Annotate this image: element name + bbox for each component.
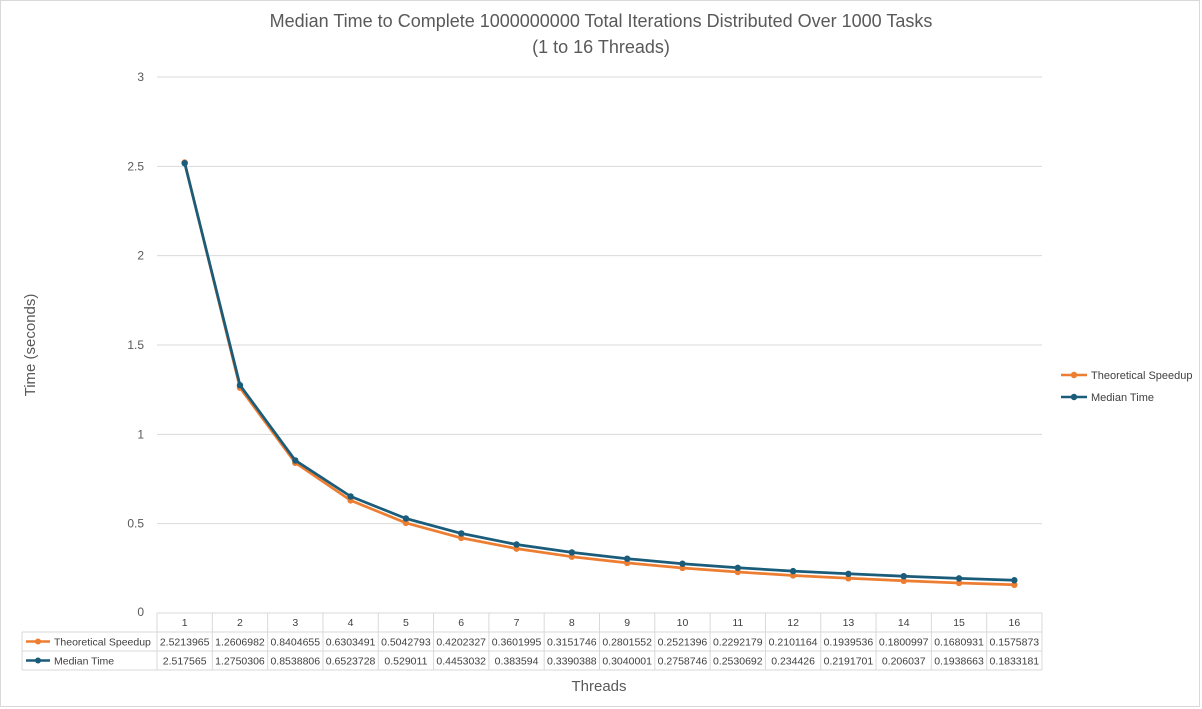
table-value: 0.234426 <box>771 656 815 668</box>
data-point <box>402 515 410 522</box>
series-lines <box>181 159 1018 589</box>
gridlines <box>157 76 1042 525</box>
table-value: 2.517565 <box>163 656 207 668</box>
data-point <box>513 541 520 548</box>
y-tick-label: 0.5 <box>127 517 144 531</box>
y-tick-label: 2 <box>137 249 144 263</box>
table-value: 1.2606982 <box>215 637 265 649</box>
legend-marker <box>1070 393 1078 401</box>
x-tick-label: 12 <box>787 617 799 629</box>
table-value: 0.3151746 <box>547 637 597 649</box>
table-value: 0.4453032 <box>436 656 486 668</box>
data-point <box>568 549 576 556</box>
table-value: 0.2101164 <box>769 637 818 649</box>
x-tick-label: 10 <box>677 617 689 629</box>
table-value: 0.8538806 <box>270 656 320 668</box>
data-point <box>623 555 631 562</box>
table-value: 0.2292179 <box>713 637 763 649</box>
x-tick-label: 11 <box>732 617 743 629</box>
x-tick-label: 4 <box>348 617 354 629</box>
table-legend-marker <box>35 638 41 645</box>
table-value: 0.2191701 <box>824 656 874 668</box>
y-axis-title: Time (seconds) <box>22 294 39 397</box>
table-value: 0.6523728 <box>326 656 376 668</box>
y-tick-label: 1.5 <box>127 338 144 352</box>
chart-title: Median Time to Complete 1000000000 Total… <box>270 11 933 31</box>
table-value: 0.5042793 <box>381 637 431 649</box>
series-line <box>183 162 1015 582</box>
data-point <box>789 567 797 575</box>
y-tick-labels: 0 0.5 1 1.5 2 2.5 3 <box>127 70 144 619</box>
data-point <box>845 570 852 578</box>
x-tick-label: 1 <box>182 617 188 629</box>
table-value: 0.1680931 <box>934 637 984 649</box>
data-point <box>734 564 741 571</box>
x-tick-label: 15 <box>953 617 965 629</box>
table-value: 0.529011 <box>384 656 427 668</box>
legend-label: Median Time <box>1091 392 1154 404</box>
table-value: 0.4202327 <box>436 637 486 649</box>
x-tick-label: 6 <box>458 617 464 629</box>
x-tick-label: 8 <box>569 617 575 629</box>
table-series-name: Theoretical Speedup <box>54 637 151 649</box>
table-value: 0.3040001 <box>602 656 652 668</box>
table-value: 0.6303491 <box>326 637 376 649</box>
y-tick-label: 1 <box>137 427 144 441</box>
data-point <box>347 493 354 500</box>
legend-marker <box>1070 371 1078 379</box>
x-tick-label: 14 <box>898 617 910 629</box>
data-point <box>900 572 907 580</box>
data-point <box>402 519 410 527</box>
table-value: 0.2521396 <box>658 637 708 649</box>
data-point <box>679 560 686 567</box>
table-value: 0.1833181 <box>990 656 1040 668</box>
table-value: 0.2801552 <box>602 637 652 649</box>
table-value: 2.5213965 <box>160 637 210 649</box>
table-value: 0.3601995 <box>492 637 542 649</box>
x-tick-label: 9 <box>624 617 630 629</box>
data-point <box>955 575 963 582</box>
y-tick-label: 3 <box>137 70 144 84</box>
table-value: 0.2758746 <box>658 656 708 668</box>
series-line <box>183 162 1015 587</box>
table-value: 0.206037 <box>882 656 926 668</box>
table-value: 0.1938663 <box>934 656 984 668</box>
data-point <box>1011 581 1018 589</box>
chart-subtitle: (1 to 16 Threads) <box>532 37 670 57</box>
y-tick-label: 2.5 <box>127 159 144 173</box>
data-point <box>236 381 244 389</box>
y-tick-label: 0 <box>137 605 144 619</box>
x-axis-title: Threads <box>571 678 626 695</box>
table-value: 0.2530692 <box>713 656 763 668</box>
legend: Theoretical Speedup Median Time <box>1061 370 1193 404</box>
data-point <box>845 575 852 582</box>
data-point <box>458 530 465 537</box>
table-value: 0.8404655 <box>270 637 320 649</box>
x-tick-label: 16 <box>1009 617 1021 629</box>
x-tick-label: 2 <box>237 617 243 629</box>
data-point <box>1011 577 1018 584</box>
table-value: 0.1800997 <box>879 637 929 649</box>
data-point <box>458 534 465 542</box>
table-legend-marker <box>35 657 41 664</box>
table-value: 0.1939536 <box>824 637 874 649</box>
x-tick-label: 13 <box>843 617 855 629</box>
x-tick-label: 5 <box>403 617 409 629</box>
table-value: 0.3390388 <box>547 656 597 668</box>
table-value: 1.2750306 <box>215 656 265 668</box>
x-tick-label: 3 <box>292 617 298 629</box>
data-point <box>900 577 907 585</box>
legend-label: Theoretical Speedup <box>1091 370 1193 382</box>
table-value: 0.1575873 <box>990 637 1040 649</box>
data-point <box>955 579 963 587</box>
data-point <box>292 457 299 464</box>
table-value: 0.383594 <box>495 656 539 668</box>
data-point <box>181 159 188 167</box>
x-tick-label: 7 <box>514 617 520 629</box>
table-series-name: Median Time <box>54 656 114 668</box>
